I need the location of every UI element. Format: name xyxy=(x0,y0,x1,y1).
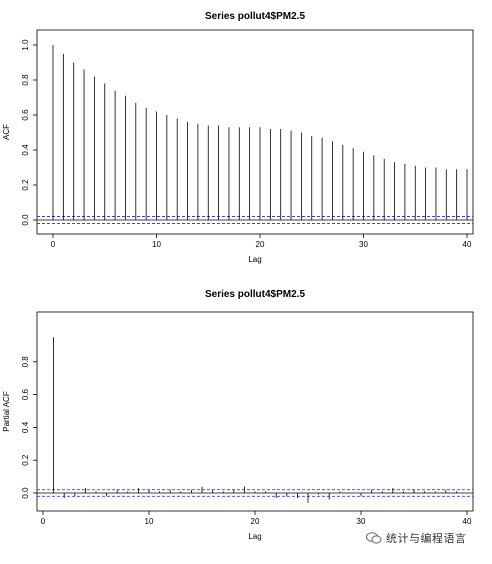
x-tick-label: 40 xyxy=(463,517,472,526)
y-tick-label: 0.2 xyxy=(21,454,30,466)
plot-frame xyxy=(36,311,474,512)
wechat-icon xyxy=(366,532,382,544)
y-tick-label: 0.6 xyxy=(21,388,30,400)
y-tick-label: 0.4 xyxy=(21,421,30,433)
x-tick-label: 20 xyxy=(256,240,265,249)
y-tick-label: 0.4 xyxy=(21,144,30,156)
x-tick-label: 0 xyxy=(41,517,46,526)
x-tick-label: 30 xyxy=(359,240,368,249)
x-tick-label: 0 xyxy=(51,240,56,249)
x-axis-label: Lag xyxy=(248,255,261,264)
x-tick-label: 10 xyxy=(145,517,154,526)
x-tick-label: 30 xyxy=(357,517,366,526)
y-tick-label: 0.2 xyxy=(21,179,30,191)
acf-plot: Series pollut4$PM2.5 0 10 20 30 40 Lag 0.0 0.2 0.… xyxy=(2,11,474,264)
pacf-plot: Series pollut4$PM2.5 0 10 20 30 40 Lag 0.0 0.2 0.… xyxy=(2,289,474,541)
plot-frame xyxy=(36,29,474,235)
chart-title: Series pollut4$PM2.5 xyxy=(205,289,305,300)
y-axis-label: Partial ACF xyxy=(2,391,11,432)
y-tick-label: 0.0 xyxy=(21,214,30,226)
chart-title: Series pollut4$PM2.5 xyxy=(205,11,305,22)
y-tick-label: 0.8 xyxy=(21,74,30,86)
watermark-text: 统计与编程语言 xyxy=(386,532,467,545)
y-tick-label: 0.6 xyxy=(21,109,30,121)
x-tick-label: 40 xyxy=(463,240,472,249)
watermark: 统计与编程语言 xyxy=(366,530,467,546)
y-axis-label: ACF xyxy=(2,124,11,140)
x-tick-label: 20 xyxy=(251,517,260,526)
x-axis-label: Lag xyxy=(248,532,261,541)
x-tick-label: 10 xyxy=(152,240,161,249)
y-tick-label: 1.0 xyxy=(21,39,30,51)
y-tick-label: 0.0 xyxy=(21,487,30,499)
y-tick-label: 0.8 xyxy=(21,356,30,368)
